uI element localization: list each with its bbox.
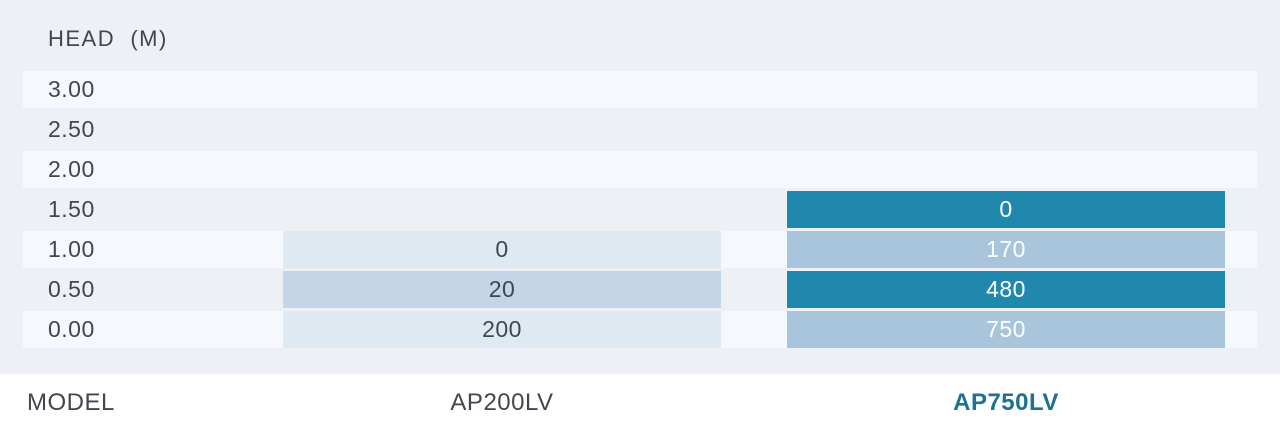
flow-cell-ap200lv: 200 <box>283 311 721 348</box>
flow-cell-ap200lv: 20 <box>283 271 721 308</box>
head-axis-label: HEAD (M) <box>48 26 168 51</box>
table-row: 1.00 0 170 <box>0 231 1280 271</box>
head-value-label: 0.00 <box>48 316 95 342</box>
head-value-label: 3.00 <box>48 76 95 102</box>
head-value-label: 0.50 <box>48 276 95 302</box>
table-row: 2.00 <box>0 151 1280 191</box>
row-stripe <box>23 71 1257 108</box>
table-row: 0.00 200 750 <box>0 311 1280 351</box>
model-row: MODEL AP200LV AP750LV <box>0 374 1280 428</box>
head-value-label: 2.00 <box>48 156 95 182</box>
flow-cell-ap200lv: 0 <box>283 231 721 268</box>
table-row: 0.50 20 480 <box>0 271 1280 311</box>
table-row: 3.00 <box>0 71 1280 111</box>
row-stripe <box>23 151 1257 188</box>
head-flow-table-panel: HEAD (M) 3.00 2.50 2.00 1.50 0 1.00 0 17… <box>0 0 1280 374</box>
flow-cell-ap750lv: 0 <box>787 191 1225 228</box>
flow-cell-ap750lv: 480 <box>787 271 1225 308</box>
model-row-label: MODEL <box>27 389 115 416</box>
table-row: 2.50 <box>0 111 1280 151</box>
flow-cell-ap750lv: 170 <box>787 231 1225 268</box>
model-name-ap200lv: AP200LV <box>450 389 554 416</box>
head-value-label: 1.00 <box>48 236 95 262</box>
head-value-label: 2.50 <box>48 116 95 142</box>
head-value-label: 1.50 <box>48 196 95 222</box>
table-rows: 3.00 2.50 2.00 1.50 0 1.00 0 170 0.50 20… <box>0 71 1280 351</box>
table-row: 1.50 0 <box>0 191 1280 231</box>
model-name-ap750lv: AP750LV <box>953 389 1059 416</box>
flow-cell-ap750lv: 750 <box>787 311 1225 348</box>
